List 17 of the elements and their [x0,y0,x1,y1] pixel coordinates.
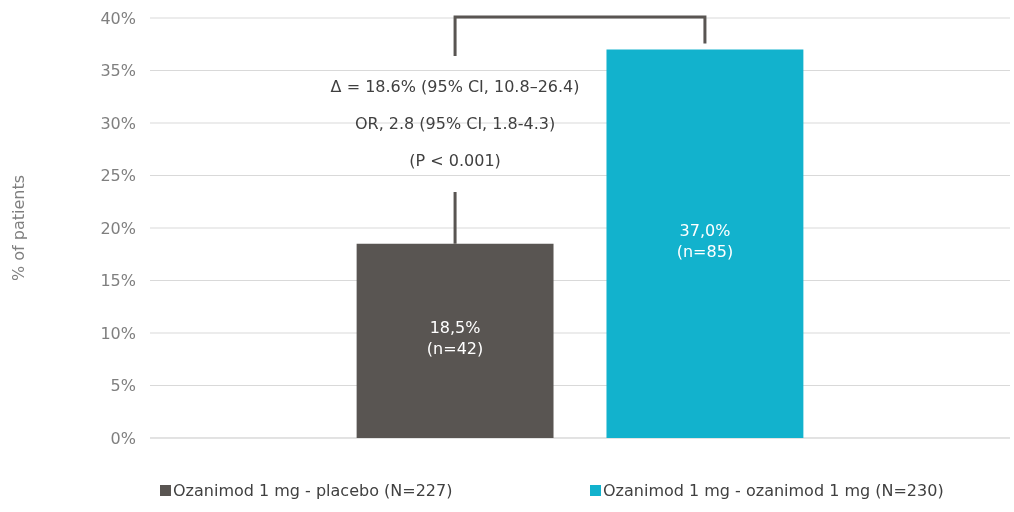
annotation: (P < 0.001) [409,151,501,170]
annotation: OR, 2.8 (95% CI, 1.8-4.3) [354,114,556,133]
data-label: 37,0% (n=85) [676,220,734,261]
y-tick-label: 25% [100,166,136,186]
y-tick-label: 20% [100,218,136,238]
legend-label: Ozanimod 1 mg - placebo (N=227) [173,481,453,500]
y-tick-label: 10% [100,323,136,343]
y-axis-title: % of patients [9,174,28,282]
y-tick-label: 35% [100,61,136,81]
y-tick-label: 5% [110,376,136,396]
y-tick-label: 40% [100,8,136,28]
y-tick-label: 30% [100,113,136,133]
y-tick-label: 0% [110,428,136,448]
y-tick-label: 15% [100,271,136,291]
data-label: 18,5% (n=42) [426,317,484,358]
annotation: Δ = 18.6% (95% CI, 10.8–26.4) [330,77,580,96]
legend-label: Ozanimod 1 mg - ozanimod 1 mg (N=230) [603,481,944,500]
